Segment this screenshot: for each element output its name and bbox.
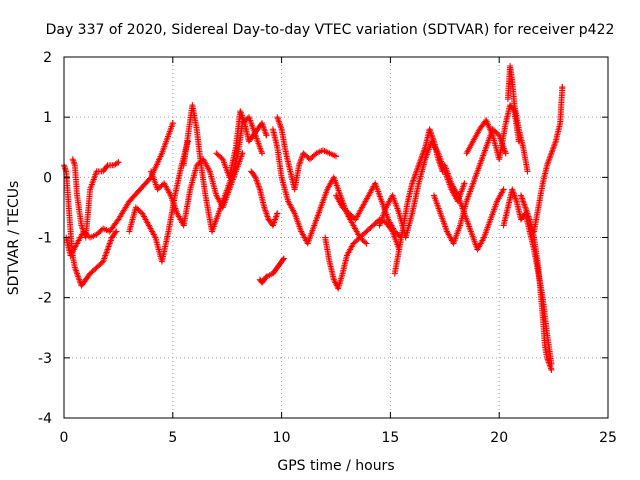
x-axis-tick-labels: 0 5 10 15 20 25 — [60, 430, 617, 446]
y-tick-label: -3 — [38, 351, 52, 367]
data-point — [169, 120, 176, 127]
series-sat-q — [441, 162, 507, 253]
series-sat-i — [256, 255, 287, 286]
chart-title: Day 337 of 2020, Sidereal Day-to-day VTE… — [46, 22, 615, 38]
series-sat-r — [463, 102, 522, 163]
x-tick-label: 15 — [381, 430, 399, 446]
y-tick-label: 2 — [43, 50, 52, 66]
data-point — [259, 150, 266, 157]
data-point — [363, 240, 370, 247]
data-points — [61, 63, 566, 373]
data-point — [524, 168, 531, 175]
data-point — [103, 163, 110, 170]
data-point — [112, 229, 119, 236]
x-tick-label: 0 — [60, 430, 69, 446]
data-point — [439, 168, 446, 175]
data-point — [113, 228, 120, 235]
series-sat-l — [322, 216, 403, 292]
data-point — [461, 180, 468, 187]
series-sat-v — [531, 84, 566, 235]
y-tick-label: -4 — [38, 411, 52, 427]
y-tick-label: 1 — [43, 110, 52, 126]
data-point — [333, 153, 339, 160]
x-tick-label: 5 — [168, 430, 177, 446]
y-tick-label: 0 — [43, 170, 52, 186]
series-sat-k — [269, 126, 370, 247]
series-sat-b — [69, 156, 122, 241]
series-sat-u — [504, 63, 531, 175]
axis-ticks — [63, 56, 609, 419]
y-axis-label: SDTVAR / TECUs — [6, 181, 22, 296]
series-sat-e — [148, 150, 246, 229]
data-point — [362, 239, 369, 246]
data-point — [559, 84, 566, 91]
x-tick-label: 20 — [490, 430, 508, 446]
data-point — [251, 173, 258, 180]
data-point — [548, 366, 555, 373]
data-point — [113, 160, 120, 167]
y-tick-label: -1 — [38, 231, 52, 247]
x-tick-label: 25 — [599, 430, 617, 446]
series-sat-g — [213, 108, 270, 181]
x-tick-label: 10 — [273, 430, 291, 446]
data-point — [500, 186, 507, 193]
data-point — [62, 165, 69, 172]
grid-lines — [64, 57, 608, 418]
data-point — [70, 159, 77, 166]
data-point — [115, 159, 122, 166]
data-point — [263, 132, 270, 139]
series-sat-t — [517, 192, 555, 373]
series-sat-o — [391, 126, 446, 277]
series-sat-j — [274, 114, 339, 193]
series-sat-a — [61, 162, 120, 289]
y-axis-tick-labels: 2 1 0 -1 -2 -3 -4 — [38, 50, 52, 427]
data-point — [280, 256, 287, 263]
data-point — [280, 255, 287, 262]
series-sat-h — [248, 168, 281, 229]
data-point — [502, 150, 509, 157]
y-tick-label: -2 — [38, 291, 52, 307]
data-point — [274, 210, 281, 217]
x-axis-label: GPS time / hours — [277, 458, 394, 474]
